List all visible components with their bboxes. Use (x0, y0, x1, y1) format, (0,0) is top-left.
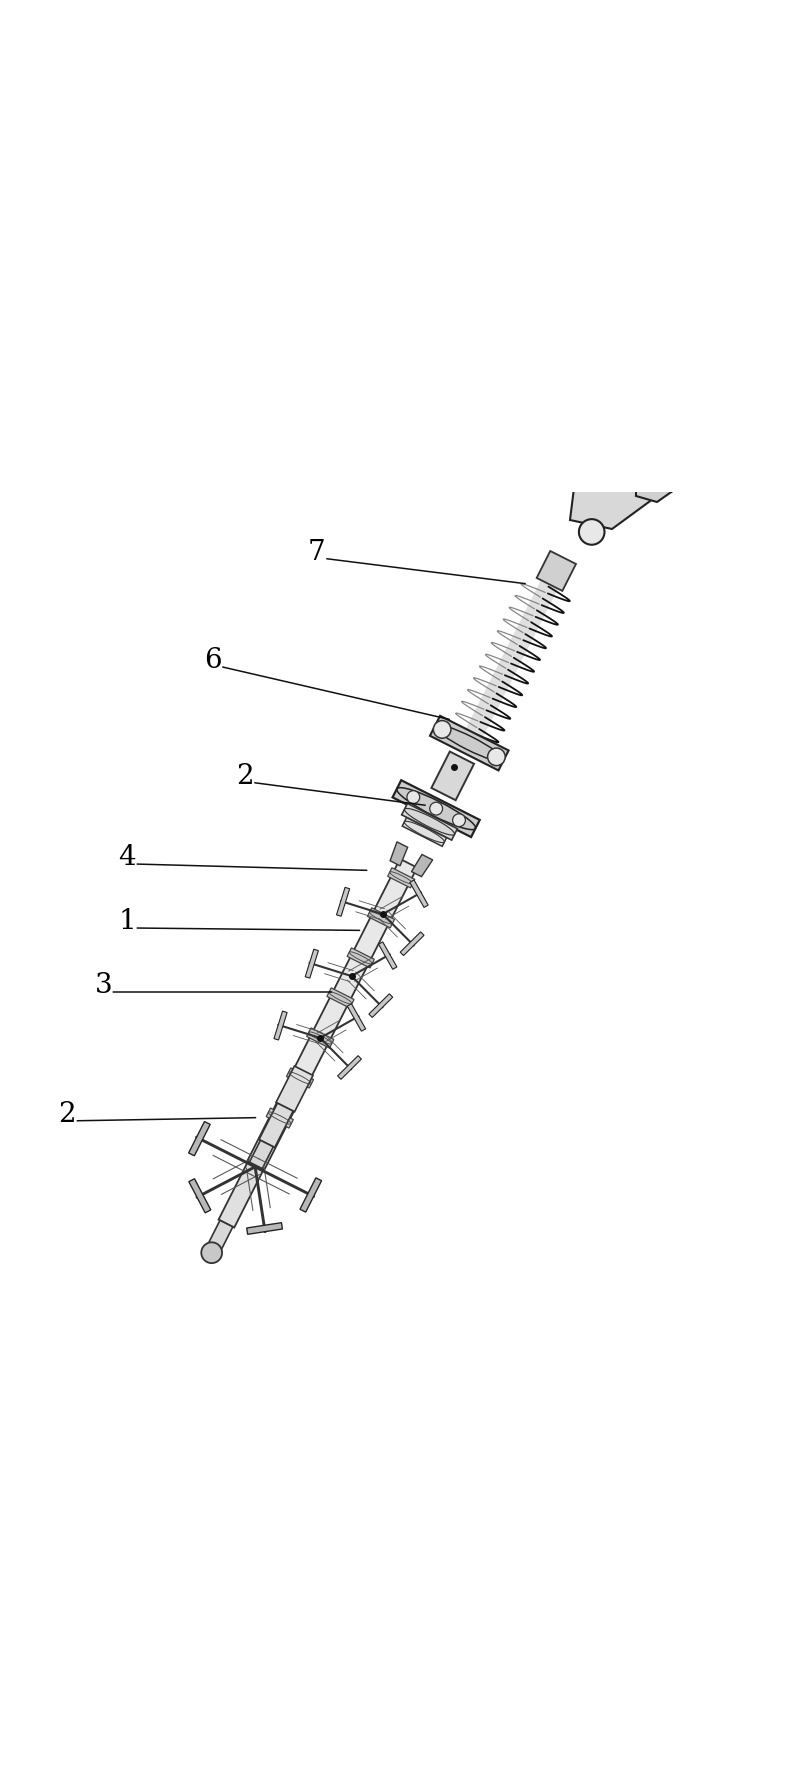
Polygon shape (347, 1004, 366, 1031)
Polygon shape (247, 858, 417, 1170)
Polygon shape (306, 949, 318, 978)
Polygon shape (189, 1179, 211, 1213)
Polygon shape (218, 1163, 263, 1227)
Polygon shape (390, 842, 408, 865)
Polygon shape (207, 1220, 233, 1252)
Polygon shape (250, 1140, 274, 1169)
Text: 2: 2 (236, 762, 254, 790)
Circle shape (488, 747, 506, 765)
Polygon shape (388, 867, 414, 888)
Circle shape (430, 803, 442, 815)
Polygon shape (431, 751, 474, 801)
Polygon shape (338, 1056, 362, 1079)
Polygon shape (410, 880, 428, 908)
Polygon shape (327, 988, 354, 1008)
Text: 2: 2 (58, 1101, 76, 1127)
Polygon shape (347, 947, 374, 969)
Circle shape (202, 1242, 222, 1263)
Circle shape (407, 790, 420, 803)
Text: 6: 6 (204, 646, 222, 674)
Polygon shape (430, 715, 509, 771)
Text: 1: 1 (118, 908, 136, 935)
Text: 4: 4 (118, 844, 136, 871)
Polygon shape (306, 1028, 334, 1047)
Polygon shape (402, 817, 446, 846)
Circle shape (453, 814, 466, 826)
Polygon shape (246, 1222, 282, 1235)
Polygon shape (402, 803, 458, 840)
Polygon shape (274, 1012, 287, 1040)
Polygon shape (378, 942, 397, 969)
Polygon shape (259, 1103, 293, 1147)
Polygon shape (393, 780, 480, 837)
Polygon shape (400, 931, 424, 956)
Polygon shape (411, 855, 433, 876)
Circle shape (434, 721, 451, 739)
Circle shape (579, 519, 605, 544)
Polygon shape (300, 1177, 322, 1211)
Text: 7: 7 (308, 539, 326, 566)
Text: 3: 3 (94, 972, 112, 999)
Polygon shape (286, 1069, 314, 1088)
Polygon shape (189, 1122, 210, 1156)
Polygon shape (462, 582, 558, 746)
Polygon shape (367, 908, 394, 928)
Polygon shape (636, 451, 687, 501)
Polygon shape (570, 442, 657, 530)
Polygon shape (369, 994, 393, 1017)
Polygon shape (276, 1067, 313, 1111)
Polygon shape (337, 887, 350, 917)
Polygon shape (266, 1108, 294, 1127)
Polygon shape (537, 551, 576, 591)
